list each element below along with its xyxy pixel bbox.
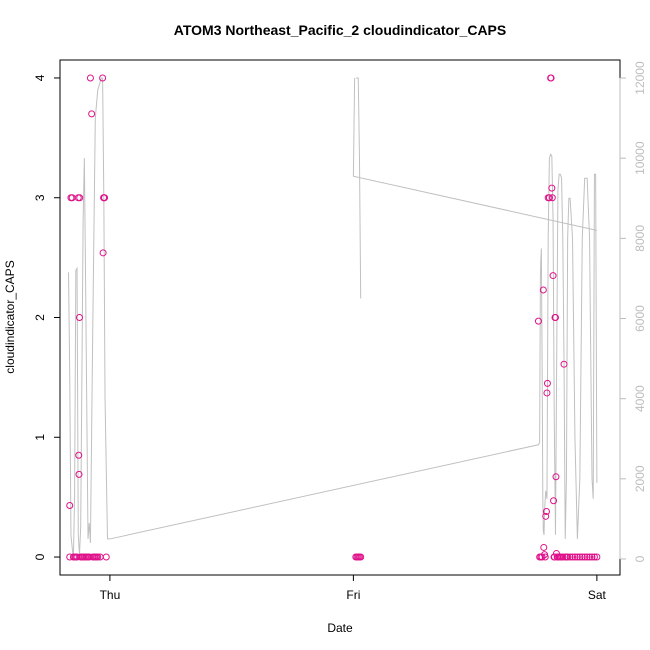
data-point [551, 314, 559, 321]
data-point [550, 497, 558, 505]
data-point [586, 553, 594, 561]
series-line [355, 77, 362, 299]
y-left-tick-label: 1 [33, 434, 47, 441]
data-point [560, 360, 568, 368]
data-point [566, 553, 574, 561]
point-series [66, 74, 601, 561]
y-axis-label: cloudindicator_CAPS [3, 260, 17, 373]
data-point [571, 553, 579, 561]
y-right-axis: 0 2000 4000 6000 8000 10000 12000 [619, 61, 647, 562]
x-tick-label: Thu [100, 588, 121, 602]
data-point [75, 470, 83, 478]
data-point [102, 553, 110, 561]
data-point [549, 272, 557, 280]
data-point [75, 451, 83, 459]
data-point [548, 194, 556, 202]
data-point [94, 553, 102, 561]
data-point [540, 543, 548, 551]
data-point [543, 389, 551, 397]
data-point [583, 553, 591, 561]
series-line [352, 78, 597, 231]
y-right-tick-label: 6000 [633, 305, 647, 332]
data-point [576, 553, 584, 561]
y-left-tick-label: 0 [33, 553, 47, 560]
data-point [547, 74, 555, 82]
data-point [545, 194, 553, 202]
data-point [559, 553, 567, 561]
data-point [75, 314, 83, 321]
data-point [564, 553, 572, 561]
x-axis-label: Date [327, 621, 353, 635]
data-point [99, 249, 107, 257]
data-point [101, 194, 109, 202]
y-right-tick-label: 2000 [633, 465, 647, 492]
data-point [542, 512, 550, 520]
data-point [588, 553, 596, 561]
x-tick-label: Sat [588, 588, 607, 602]
y-right-tick-label: 12000 [633, 61, 647, 95]
data-point [66, 502, 74, 510]
line-series [68, 77, 598, 560]
y-right-tick-label: 4000 [633, 385, 647, 412]
data-point [539, 286, 547, 294]
data-point [76, 194, 84, 202]
data-point [590, 553, 598, 561]
y-left-tick-label: 4 [33, 74, 47, 81]
x-axis: Thu Fri Sat [100, 574, 607, 602]
data-point [593, 553, 601, 561]
data-point [86, 74, 94, 82]
data-point [573, 553, 581, 561]
data-point [569, 553, 577, 561]
data-point [534, 317, 542, 325]
data-point [99, 74, 107, 82]
y-right-tick-label: 0 [633, 555, 647, 562]
data-point [581, 553, 589, 561]
x-tick-label: Fri [346, 588, 360, 602]
y-right-tick-label: 8000 [633, 225, 647, 252]
series-line [68, 77, 598, 560]
data-point [542, 508, 550, 516]
y-left-tick-label: 2 [33, 314, 47, 321]
data-point [88, 110, 96, 118]
data-point [357, 553, 365, 561]
chart-title: ATOM3 Northeast_Pacific_2 cloudindicator… [174, 22, 506, 38]
data-point [552, 473, 560, 481]
data-point [548, 184, 556, 192]
plot-frame [59, 59, 621, 576]
y-left-axis: 0 1 2 3 4 [33, 74, 61, 560]
data-point [541, 553, 549, 561]
y-left-tick-label: 3 [33, 194, 47, 201]
data-point [538, 553, 546, 561]
data-point [543, 379, 551, 387]
data-point [578, 553, 586, 561]
y-right-tick-label: 10000 [633, 141, 647, 175]
